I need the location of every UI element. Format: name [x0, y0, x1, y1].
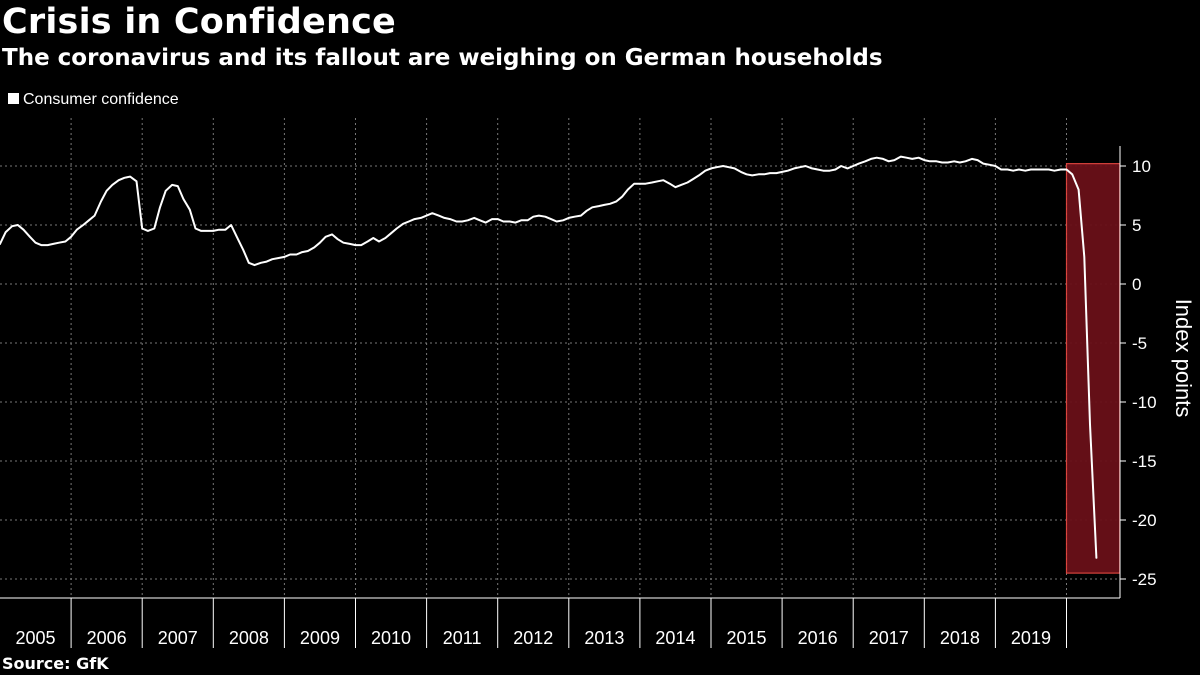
y-tick-label: -10	[1132, 393, 1157, 412]
source-note: Source: GfK	[2, 654, 109, 673]
y-tick-label: 5	[1132, 216, 1141, 235]
y-tick-label: 0	[1132, 275, 1141, 294]
x-tick-label: 2010	[371, 628, 411, 648]
x-tick-label: 2015	[727, 628, 767, 648]
highlight-region	[1065, 163, 1121, 574]
x-tick-label: 2014	[655, 628, 695, 648]
x-tick-label: 2018	[940, 628, 980, 648]
y-tick-label: -25	[1132, 570, 1157, 589]
x-tick-label: 2011	[443, 628, 482, 648]
axes	[0, 146, 1126, 648]
x-tick-label: 2019	[1011, 628, 1051, 648]
chart-subtitle: The coronavirus and its fallout are weig…	[2, 45, 883, 71]
series-layer	[0, 155, 1098, 559]
x-tick-label: 2017	[869, 628, 909, 648]
x-tick-label: 2012	[513, 628, 553, 648]
x-tick-label: 2016	[798, 628, 838, 648]
x-tick-label: 2009	[300, 628, 340, 648]
legend: Consumer confidence	[8, 91, 179, 109]
x-tick-label: 2005	[16, 628, 56, 648]
series-line-consumer-confidence	[0, 155, 1098, 559]
x-tick-label: 2008	[229, 628, 269, 648]
legend-swatch	[8, 93, 19, 104]
legend-label: Consumer confidence	[23, 91, 179, 108]
chart-title: Crisis in Confidence	[2, 2, 396, 42]
y-tick-label: 10	[1132, 157, 1151, 176]
x-tick-label: 2007	[158, 628, 198, 648]
y-tick-label: -5	[1132, 334, 1147, 353]
y-tick-label: -20	[1132, 511, 1157, 530]
gridlines	[0, 118, 1120, 598]
y-tick-label: -15	[1132, 452, 1157, 471]
y-axis-title: Index points	[1171, 299, 1196, 418]
x-tick-label: 2006	[87, 628, 127, 648]
tick-labels: 10 5 0 -5 -10 -15 -20 -25 2005 2006 2007 2008 2009 20…	[16, 157, 1196, 648]
x-tick-label: 2013	[584, 628, 624, 648]
highlight-box	[1065, 163, 1121, 574]
